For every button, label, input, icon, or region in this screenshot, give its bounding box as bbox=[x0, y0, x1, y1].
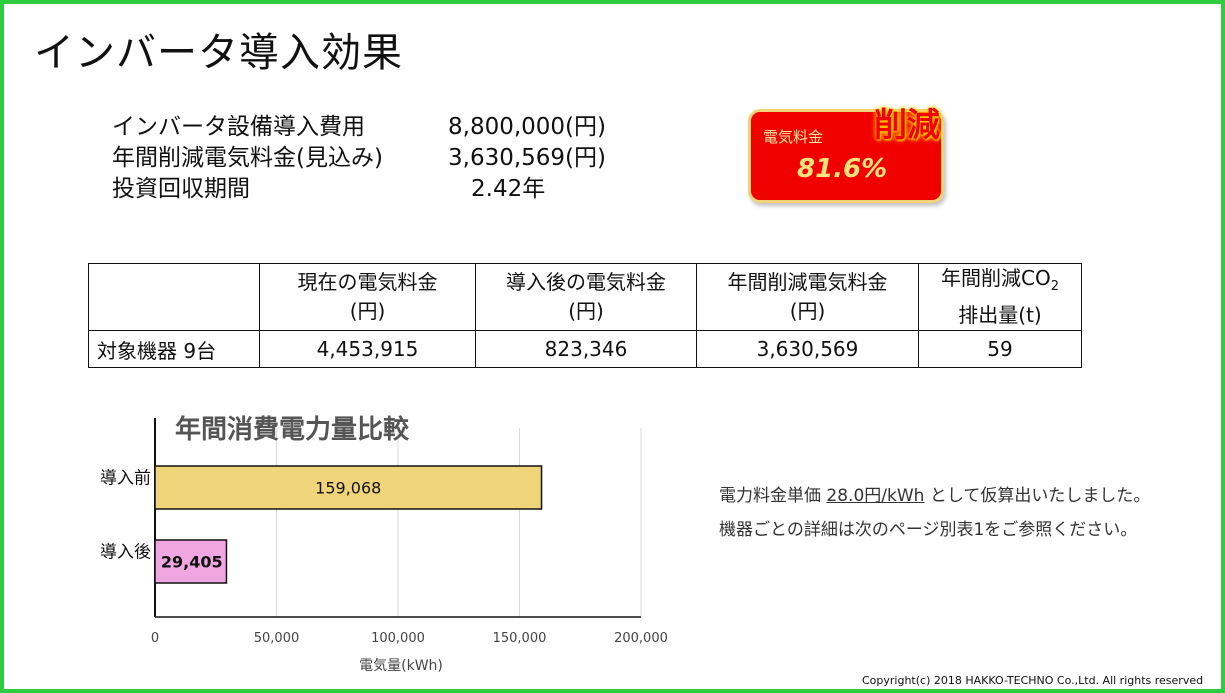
data-label: 29,405 bbox=[161, 553, 223, 572]
category-label: 導入後 bbox=[100, 543, 151, 563]
badge-label: 電気料金 bbox=[763, 128, 824, 146]
summary-label: インバータ設備導入費用 bbox=[112, 114, 365, 140]
badge-value: 81.6% bbox=[797, 154, 888, 184]
page-title: インバータ導入効果 bbox=[34, 30, 403, 76]
table-cell: 対象機器 9台 bbox=[88, 330, 260, 368]
table-header: 年間削減CO2 排出量(t) bbox=[918, 263, 1082, 331]
summary-label: 投資回収期間 bbox=[112, 176, 250, 202]
summary-value: 3,630,569(円) bbox=[448, 145, 607, 171]
x-tick-label: 150,000 bbox=[493, 631, 547, 646]
summary-value: 8,800,000(円) bbox=[448, 114, 607, 140]
table-header: 導入後の電気料金 (円) bbox=[475, 263, 697, 331]
bar bbox=[154, 465, 543, 510]
table-header-empty bbox=[88, 263, 260, 331]
table-header: 現在の電気料金 (円) bbox=[259, 263, 476, 331]
summary-label: 年間削減電気料金(見込み) bbox=[112, 145, 383, 171]
x-tick-label: 50,000 bbox=[254, 631, 300, 646]
table-cell: 4,453,915 bbox=[259, 330, 476, 368]
chart-title: 年間消費電力量比較 bbox=[175, 414, 410, 445]
x-tick-label: 100,000 bbox=[371, 631, 425, 646]
badge-tag: 削減 bbox=[874, 105, 940, 144]
bar bbox=[154, 539, 228, 584]
table-cell: 3,630,569 bbox=[696, 330, 919, 368]
table-row: 対象機器 9台 4,453,915 823,346 3,630,569 59 bbox=[88, 330, 1082, 368]
x-tick-label: 200,000 bbox=[614, 631, 668, 646]
table-cell: 823,346 bbox=[475, 330, 697, 368]
x-axis-label: 電気量(kWh) bbox=[359, 658, 443, 674]
reduction-badge: 電気料金 81.6% bbox=[748, 109, 944, 203]
note-line-2: 機器ごとの詳細は次のページ別表1をご参照ください。 bbox=[719, 520, 1138, 540]
copyright: Copyright(c) 2018 HAKKO-TECHNO Co.,Ltd. … bbox=[862, 674, 1204, 687]
data-label: 159,068 bbox=[315, 479, 381, 498]
rate-value: 28.0円/kWh bbox=[826, 486, 925, 506]
comparison-table: 現在の電気料金 (円) 導入後の電気料金 (円) 年間削減電気料金 (円) 年間削減C… bbox=[88, 263, 1082, 368]
note-line-1: 電力料金単価 28.0円/kWh として仮算出いたしました。 bbox=[719, 486, 1151, 506]
summary-value: 2.42年 bbox=[471, 176, 546, 202]
category-label: 導入前 bbox=[100, 469, 151, 489]
table-cell: 59 bbox=[918, 330, 1082, 368]
x-tick-label: 0 bbox=[151, 631, 159, 646]
